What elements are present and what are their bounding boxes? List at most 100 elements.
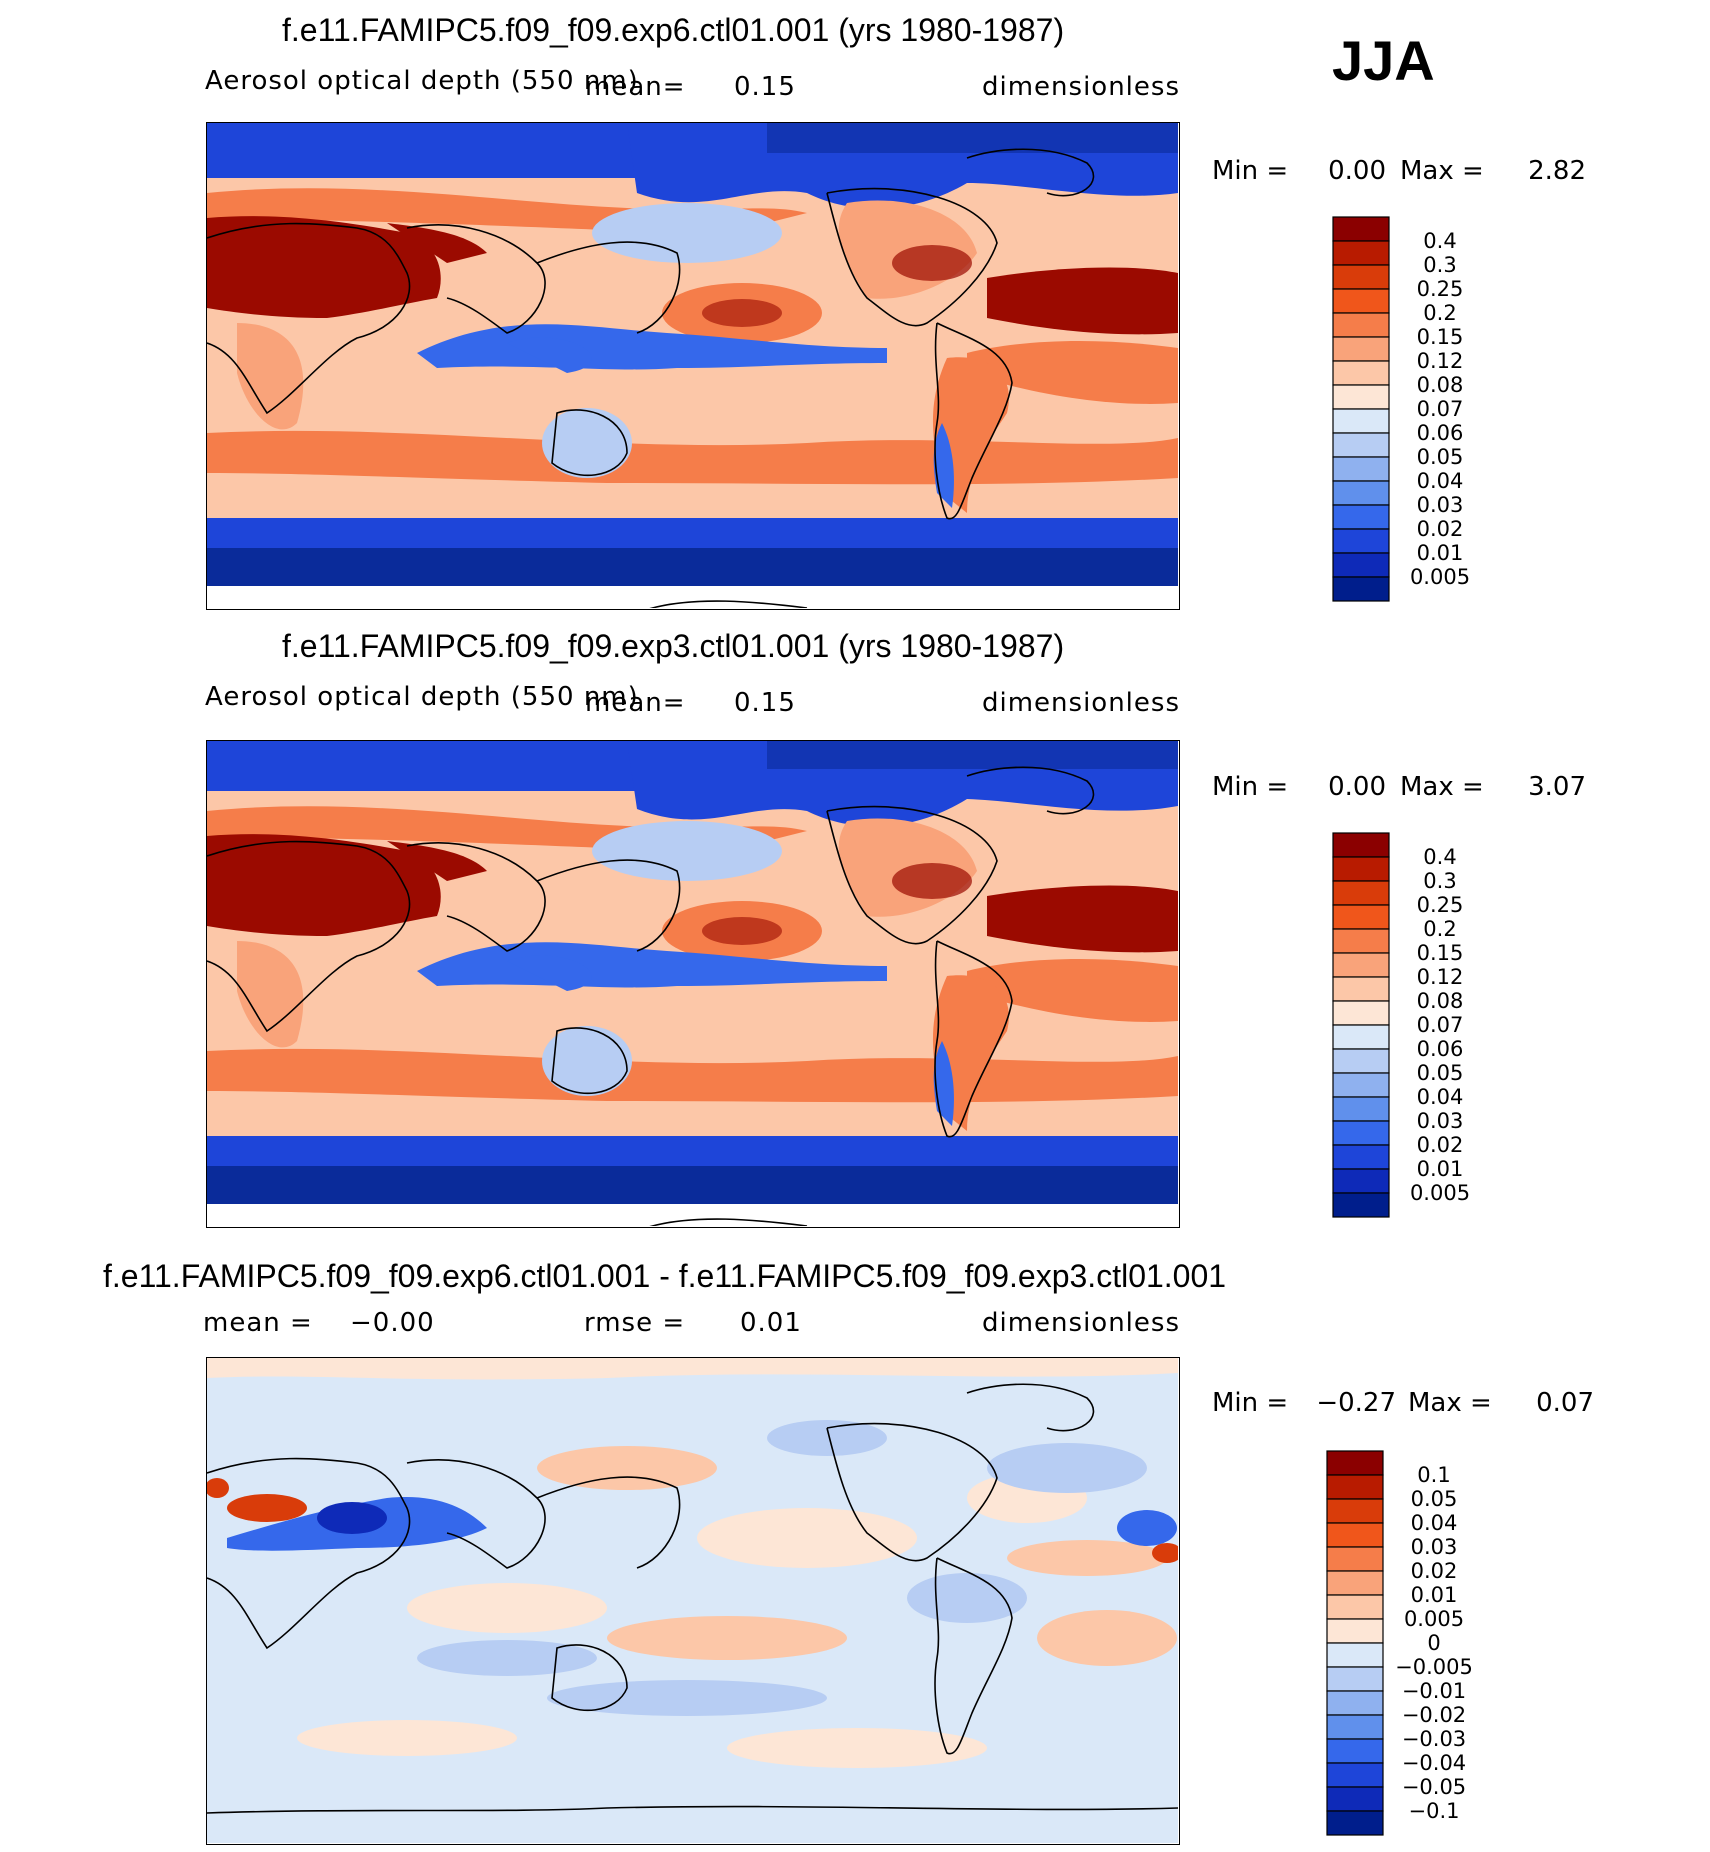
- colorbar-tick-label: −0.01: [1401, 1679, 1467, 1703]
- colorbar-tick-label: 0.08: [1416, 989, 1464, 1013]
- colorbar-swatch: [1332, 456, 1390, 482]
- colorbar-swatch: [1332, 976, 1390, 1002]
- colorbar-swatch: [1332, 1024, 1390, 1050]
- colorbar-swatch: [1332, 880, 1390, 906]
- colorbar-swatch: [1332, 928, 1390, 954]
- colorbar-tick-label: 0.05: [1416, 1061, 1464, 1085]
- colorbar-tick-label: 0.08: [1416, 373, 1464, 397]
- colorbar-tick-label: 0.04: [1416, 469, 1464, 493]
- panel1-map-svg: [207, 123, 1178, 608]
- panel1-map: [206, 122, 1180, 610]
- colorbar-tick-label: −0.05: [1401, 1775, 1467, 1799]
- colorbar-swatch: [1332, 1096, 1390, 1122]
- colorbar-swatch: [1332, 240, 1390, 266]
- colorbar-tick-label: 0.04: [1416, 1085, 1464, 1109]
- colorbar-swatch: [1332, 904, 1390, 930]
- colorbar-swatch: [1332, 288, 1390, 314]
- colorbar-tick-label: 0.25: [1416, 277, 1464, 301]
- colorbar-swatch: [1326, 1618, 1384, 1644]
- colorbar-swatch: [1326, 1498, 1384, 1524]
- colorbar-swatches: [1332, 216, 1390, 602]
- colorbar-swatch: [1326, 1546, 1384, 1572]
- panel2-units: dimensionless: [982, 688, 1180, 718]
- colorbar-tick-label: 0.05: [1410, 1487, 1458, 1511]
- colorbar-swatch: [1332, 408, 1390, 434]
- colorbar-swatch: [1332, 552, 1390, 578]
- colorbar-tick-label: −0.1: [1408, 1799, 1460, 1823]
- colorbar-tick-label: 0.07: [1416, 1013, 1464, 1037]
- panel1-title: f.e11.FAMIPC5.f09_f09.exp6.ctl01.001 (yr…: [282, 12, 1065, 48]
- colorbar-swatch: [1332, 1000, 1390, 1026]
- colorbar-swatch: [1332, 480, 1390, 506]
- panel2-max-label: Max =: [1400, 772, 1484, 802]
- panel1-min-label: Min =: [1212, 156, 1289, 186]
- panel1-variable: Aerosol optical depth (550 nm): [205, 66, 639, 96]
- panel2-mean-label: mean=: [585, 688, 686, 718]
- colorbar-swatch: [1326, 1642, 1384, 1668]
- colorbar-tick-label: 0.01: [1416, 541, 1464, 565]
- colorbar-tick-label: 0.05: [1416, 445, 1464, 469]
- colorbar-swatch: [1332, 432, 1390, 458]
- colorbar-tick-label: 0.06: [1416, 421, 1464, 445]
- panel3-map: [206, 1357, 1180, 1845]
- panel3-mean-label: mean =: [203, 1308, 313, 1338]
- colorbar-swatch: [1332, 832, 1390, 858]
- colorbar-swatch: [1326, 1474, 1384, 1500]
- panel2-min-value: 0.00: [1328, 772, 1386, 802]
- colorbar-swatch: [1326, 1450, 1384, 1476]
- season-label: JJA: [1332, 29, 1435, 92]
- colorbar-tick-label: 0.005: [1409, 565, 1471, 589]
- colorbar-swatch: [1326, 1522, 1384, 1548]
- colorbar-tick-label: 0.04: [1410, 1511, 1458, 1535]
- colorbar-swatch: [1332, 312, 1390, 338]
- colorbar-tick-label: 0.02: [1416, 517, 1464, 541]
- colorbar-swatch: [1326, 1810, 1384, 1836]
- colorbar-tick-label: 0.02: [1410, 1559, 1458, 1583]
- colorbar-tick-label: 0.25: [1416, 893, 1464, 917]
- panel3-map-svg: [207, 1358, 1178, 1843]
- colorbar-tick-label: 0.4: [1423, 229, 1457, 253]
- panel2-title: f.e11.FAMIPC5.f09_f09.exp3.ctl01.001 (yr…: [282, 628, 1065, 664]
- panel1-min-value: 0.00: [1328, 156, 1386, 186]
- colorbar-tick-label: 0.06: [1416, 1037, 1464, 1061]
- panel1-mean-label: mean=: [585, 72, 686, 102]
- colorbar-swatch: [1326, 1666, 1384, 1692]
- colorbar-tick-label: 0.02: [1416, 1133, 1464, 1157]
- colorbar-swatch: [1326, 1594, 1384, 1620]
- panel2-mean-value: 0.15: [734, 688, 796, 718]
- panel1-max-label: Max =: [1400, 156, 1484, 186]
- panel3-mean-value: −0.00: [350, 1308, 435, 1338]
- colorbar-tick-label: 0: [1427, 1631, 1441, 1655]
- colorbar-swatch: [1332, 856, 1390, 882]
- colorbar-tick-label: 0.15: [1416, 941, 1464, 965]
- panel3-max-label: Max =: [1408, 1388, 1492, 1418]
- panel1-units: dimensionless: [982, 72, 1180, 102]
- colorbar-tick-label: 0.12: [1416, 349, 1464, 373]
- colorbar-swatches: [1326, 1450, 1384, 1836]
- panel3-max-value: 0.07: [1536, 1388, 1594, 1418]
- panel2-map-svg: [207, 741, 1178, 1226]
- panel3-rmse-label: rmse =: [584, 1308, 686, 1338]
- colorbar-tick-label: 0.2: [1423, 301, 1457, 325]
- colorbar-swatch: [1326, 1786, 1384, 1812]
- colorbar-tick-label: −0.005: [1395, 1655, 1473, 1679]
- colorbar-tick-label: 0.3: [1423, 253, 1457, 277]
- colorbar-swatch: [1332, 216, 1390, 242]
- colorbar-tick-label: 0.005: [1403, 1607, 1465, 1631]
- panel1-mean-value: 0.15: [734, 72, 796, 102]
- colorbar-tick-label: 0.03: [1416, 1109, 1464, 1133]
- panel2-variable: Aerosol optical depth (550 nm): [205, 682, 639, 712]
- colorbar-tick-label: 0.01: [1416, 1157, 1464, 1181]
- colorbar-tick-label: 0.005: [1409, 1181, 1471, 1205]
- colorbar-tick-label: 0.4: [1423, 845, 1457, 869]
- colorbar-swatch: [1332, 1048, 1390, 1074]
- colorbar-tick-label: 0.1: [1417, 1463, 1451, 1487]
- colorbar-tick-label: 0.07: [1416, 397, 1464, 421]
- colorbar-tick-label: −0.02: [1401, 1703, 1467, 1727]
- colorbar-tick-label: 0.2: [1423, 917, 1457, 941]
- panel3-min-value: −0.27: [1316, 1388, 1396, 1418]
- colorbar-swatch: [1326, 1738, 1384, 1764]
- panel2-map: [206, 740, 1180, 1228]
- colorbar-tick-label: 0.01: [1410, 1583, 1458, 1607]
